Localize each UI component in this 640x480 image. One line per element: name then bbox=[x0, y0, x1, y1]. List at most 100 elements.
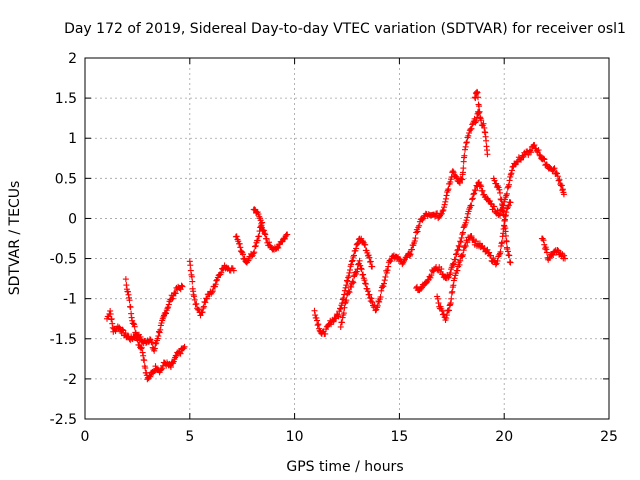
data-point bbox=[497, 196, 504, 203]
data-point bbox=[362, 280, 369, 287]
data-point bbox=[411, 238, 418, 245]
data-point bbox=[369, 263, 376, 270]
data-point bbox=[472, 95, 479, 102]
y-tick-label: 1 bbox=[68, 131, 77, 147]
data-point bbox=[414, 283, 421, 290]
data-point bbox=[382, 273, 389, 280]
data-point bbox=[158, 366, 165, 373]
data-point bbox=[362, 280, 369, 287]
data-point bbox=[536, 151, 543, 158]
data-point bbox=[466, 129, 473, 136]
data-point bbox=[376, 298, 383, 305]
data-point bbox=[218, 269, 225, 276]
data-point bbox=[450, 169, 457, 176]
data-point bbox=[275, 244, 282, 251]
data-point bbox=[459, 231, 466, 238]
data-point bbox=[374, 302, 381, 309]
data-point bbox=[465, 132, 472, 139]
data-point bbox=[122, 330, 129, 337]
data-point bbox=[453, 250, 460, 257]
data-point bbox=[357, 265, 364, 272]
data-point bbox=[464, 214, 471, 221]
data-point bbox=[340, 310, 347, 317]
data-point bbox=[262, 231, 269, 238]
data-point bbox=[258, 220, 265, 227]
data-point bbox=[213, 277, 220, 284]
data-point bbox=[447, 179, 454, 186]
data-point bbox=[457, 257, 464, 264]
data-point bbox=[439, 208, 446, 215]
data-point bbox=[152, 363, 159, 370]
data-point bbox=[469, 196, 476, 203]
data-point bbox=[554, 173, 561, 180]
data-point bbox=[486, 198, 493, 205]
data-point bbox=[152, 340, 159, 347]
data-point bbox=[181, 343, 188, 350]
data-point bbox=[153, 340, 160, 347]
data-point bbox=[543, 246, 550, 253]
data-point bbox=[378, 287, 385, 294]
data-point bbox=[462, 219, 469, 226]
data-point bbox=[440, 311, 447, 318]
data-point bbox=[508, 170, 515, 177]
data-point bbox=[445, 186, 452, 193]
data-point bbox=[368, 295, 375, 302]
data-point bbox=[462, 143, 469, 150]
data-point bbox=[434, 295, 441, 302]
data-point bbox=[550, 166, 557, 173]
data-point bbox=[497, 248, 504, 255]
data-point bbox=[540, 237, 547, 244]
data-point bbox=[161, 311, 168, 318]
data-point bbox=[163, 310, 170, 317]
data-point bbox=[137, 345, 144, 352]
data-point bbox=[352, 269, 359, 276]
data-point bbox=[554, 247, 561, 254]
data-point bbox=[506, 252, 513, 259]
data-point bbox=[342, 300, 349, 307]
data-point bbox=[435, 300, 442, 307]
data-point bbox=[443, 312, 450, 319]
data-point bbox=[460, 165, 467, 172]
data-point bbox=[167, 364, 174, 371]
data-point bbox=[348, 283, 355, 290]
data-point bbox=[343, 297, 350, 304]
x-tick-label: 25 bbox=[600, 429, 618, 445]
y-tick-label: 0.5 bbox=[55, 171, 77, 187]
data-point bbox=[476, 108, 483, 115]
data-point bbox=[132, 329, 139, 336]
data-point bbox=[155, 333, 162, 340]
data-point bbox=[179, 283, 186, 290]
data-point bbox=[236, 240, 243, 247]
data-point bbox=[342, 284, 349, 291]
x-tick-label: 20 bbox=[495, 429, 513, 445]
data-point bbox=[187, 262, 194, 269]
data-point bbox=[476, 179, 483, 186]
data-point bbox=[337, 306, 344, 313]
data-point bbox=[193, 300, 200, 307]
data-point bbox=[165, 301, 172, 308]
data-point bbox=[503, 190, 510, 197]
data-point bbox=[357, 262, 364, 269]
data-point bbox=[427, 274, 434, 281]
data-point bbox=[377, 294, 384, 301]
data-point bbox=[312, 312, 319, 319]
data-point bbox=[505, 181, 512, 188]
data-point bbox=[200, 305, 207, 312]
data-point bbox=[500, 211, 507, 218]
data-point bbox=[146, 336, 153, 343]
data-point bbox=[468, 125, 475, 132]
data-point bbox=[453, 174, 460, 181]
data-point bbox=[504, 205, 511, 212]
data-point bbox=[469, 121, 476, 128]
data-point bbox=[172, 290, 179, 297]
data-point bbox=[561, 252, 568, 259]
axis-ticks: 0 5 10 15 20 25 2 1.5 1 0.5 0 -0.5 -1 -1.5 -2 -2.5 bbox=[50, 51, 618, 445]
data-point bbox=[356, 257, 363, 264]
data-point bbox=[459, 176, 466, 183]
data-point bbox=[462, 146, 469, 153]
data-point bbox=[366, 254, 373, 261]
data-point bbox=[314, 322, 321, 329]
data-point bbox=[442, 198, 449, 205]
data-point bbox=[560, 191, 567, 198]
x-tick-label: 10 bbox=[286, 429, 304, 445]
